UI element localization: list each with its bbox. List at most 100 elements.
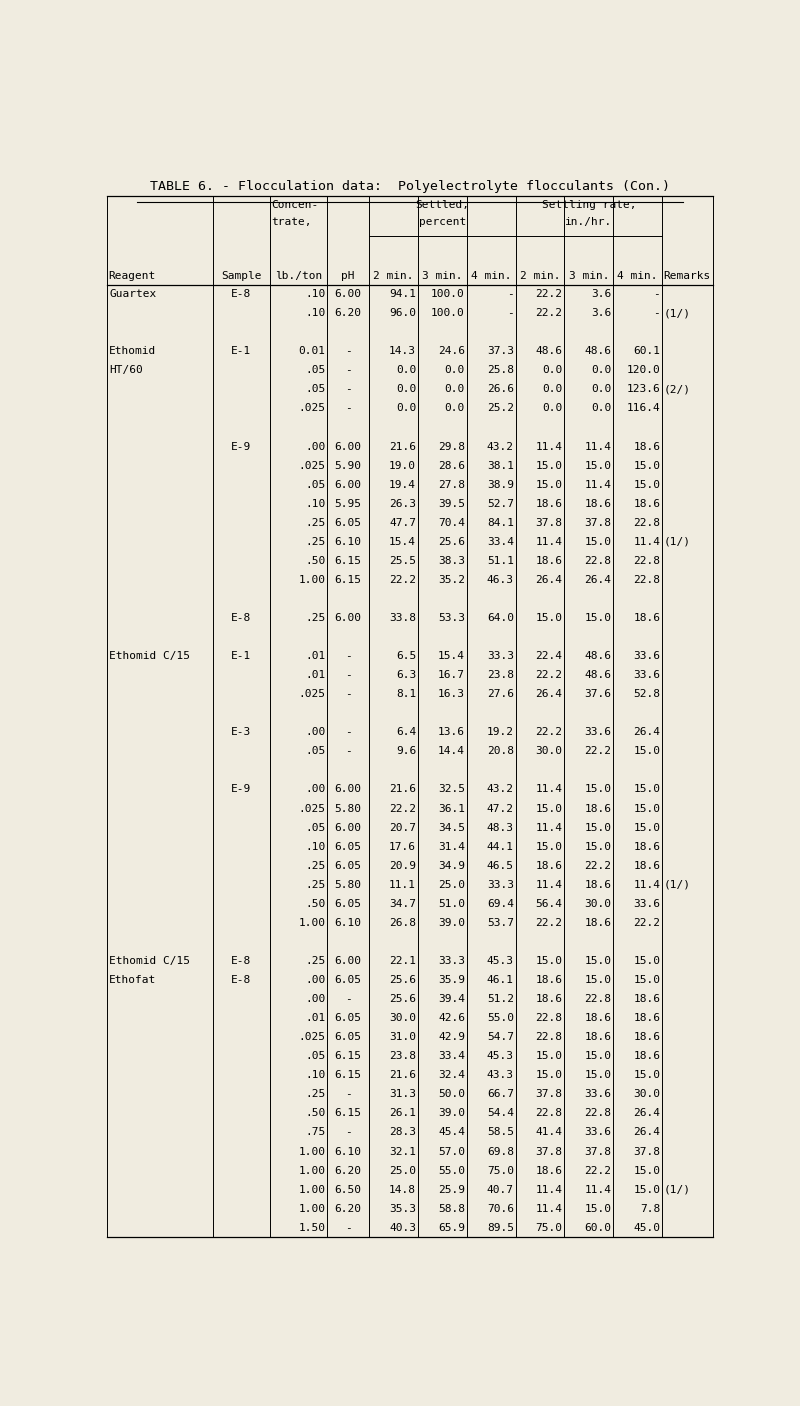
Text: 25.2: 25.2	[486, 404, 514, 413]
Text: 1.00: 1.00	[298, 1146, 326, 1157]
Text: 18.6: 18.6	[535, 1166, 562, 1175]
Text: 6.00: 6.00	[334, 441, 362, 451]
Text: 38.3: 38.3	[438, 555, 465, 565]
Text: 65.9: 65.9	[438, 1223, 465, 1233]
Text: 48.3: 48.3	[486, 823, 514, 832]
Text: Remarks: Remarks	[663, 271, 710, 281]
Text: 18.6: 18.6	[535, 994, 562, 1004]
Text: 66.7: 66.7	[486, 1090, 514, 1099]
Text: 13.6: 13.6	[438, 727, 465, 737]
Text: 6.3: 6.3	[396, 671, 416, 681]
Text: 6.4: 6.4	[396, 727, 416, 737]
Text: 22.8: 22.8	[535, 1032, 562, 1042]
Text: 96.0: 96.0	[389, 308, 416, 318]
Text: 116.4: 116.4	[626, 404, 660, 413]
Text: 15.0: 15.0	[584, 1204, 611, 1213]
Text: 15.0: 15.0	[634, 804, 660, 814]
Text: 15.0: 15.0	[634, 785, 660, 794]
Text: 58.5: 58.5	[486, 1128, 514, 1137]
Text: 51.0: 51.0	[438, 898, 465, 908]
Text: 33.8: 33.8	[389, 613, 416, 623]
Text: 1.50: 1.50	[298, 1223, 326, 1233]
Text: 15.0: 15.0	[535, 1052, 562, 1062]
Text: E-8: E-8	[231, 613, 251, 623]
Text: 31.0: 31.0	[389, 1032, 416, 1042]
Text: .50: .50	[305, 1108, 326, 1118]
Text: -: -	[507, 290, 514, 299]
Text: 94.1: 94.1	[389, 290, 416, 299]
Text: 75.0: 75.0	[486, 1166, 514, 1175]
Text: -: -	[345, 1223, 351, 1233]
Text: 33.3: 33.3	[486, 651, 514, 661]
Text: 57.0: 57.0	[438, 1146, 465, 1157]
Text: 6.00: 6.00	[334, 613, 362, 623]
Text: 26.4: 26.4	[634, 727, 660, 737]
Text: lb./ton: lb./ton	[275, 271, 322, 281]
Text: 18.6: 18.6	[584, 804, 611, 814]
Text: .25: .25	[305, 517, 326, 527]
Text: Sample: Sample	[221, 271, 262, 281]
Text: 46.1: 46.1	[486, 974, 514, 986]
Text: 11.4: 11.4	[584, 441, 611, 451]
Text: 11.4: 11.4	[535, 441, 562, 451]
Text: 5.95: 5.95	[334, 499, 362, 509]
Text: 15.0: 15.0	[535, 804, 562, 814]
Text: 30.0: 30.0	[535, 747, 562, 756]
Text: .01: .01	[305, 651, 326, 661]
Text: 26.3: 26.3	[389, 499, 416, 509]
Text: 70.4: 70.4	[438, 517, 465, 527]
Text: 11.4: 11.4	[535, 785, 562, 794]
Text: 30.0: 30.0	[389, 1014, 416, 1024]
Text: 26.4: 26.4	[634, 1108, 660, 1118]
Text: 20.9: 20.9	[389, 860, 416, 870]
Text: .75: .75	[305, 1128, 326, 1137]
Text: 51.2: 51.2	[486, 994, 514, 1004]
Text: 6.15: 6.15	[334, 555, 362, 565]
Text: 6.05: 6.05	[334, 842, 362, 852]
Text: 123.6: 123.6	[626, 384, 660, 394]
Text: 29.8: 29.8	[438, 441, 465, 451]
Text: 18.6: 18.6	[634, 842, 660, 852]
Text: .25: .25	[305, 537, 326, 547]
Text: 36.1: 36.1	[438, 804, 465, 814]
Text: 48.6: 48.6	[584, 651, 611, 661]
Text: 18.6: 18.6	[634, 1014, 660, 1024]
Text: 0.0: 0.0	[591, 384, 611, 394]
Text: 26.1: 26.1	[389, 1108, 416, 1118]
Text: 6.20: 6.20	[334, 1166, 362, 1175]
Text: .00: .00	[305, 994, 326, 1004]
Text: 52.7: 52.7	[486, 499, 514, 509]
Text: 69.4: 69.4	[486, 898, 514, 908]
Text: 100.0: 100.0	[431, 290, 465, 299]
Text: 14.4: 14.4	[438, 747, 465, 756]
Text: 5.80: 5.80	[334, 804, 362, 814]
Text: 45.0: 45.0	[634, 1223, 660, 1233]
Text: 26.4: 26.4	[584, 575, 611, 585]
Text: 60.0: 60.0	[584, 1223, 611, 1233]
Text: TABLE 6. - Flocculation data:  Polyelectrolyte flocculants (Con.): TABLE 6. - Flocculation data: Polyelectr…	[150, 180, 670, 193]
Text: 6.15: 6.15	[334, 1108, 362, 1118]
Text: 37.8: 37.8	[584, 517, 611, 527]
Text: 35.3: 35.3	[389, 1204, 416, 1213]
Text: 15.0: 15.0	[634, 956, 660, 966]
Text: 22.8: 22.8	[535, 1014, 562, 1024]
Text: 32.4: 32.4	[438, 1070, 465, 1080]
Text: -: -	[345, 366, 351, 375]
Text: .10: .10	[305, 499, 326, 509]
Text: 16.3: 16.3	[438, 689, 465, 699]
Text: 6.5: 6.5	[396, 651, 416, 661]
Text: 15.0: 15.0	[535, 613, 562, 623]
Text: 11.4: 11.4	[634, 537, 660, 547]
Text: 14.3: 14.3	[389, 346, 416, 356]
Text: 19.4: 19.4	[389, 479, 416, 489]
Text: 60.1: 60.1	[634, 346, 660, 356]
Text: 18.6: 18.6	[584, 918, 611, 928]
Text: 11.4: 11.4	[535, 537, 562, 547]
Text: 15.0: 15.0	[634, 1166, 660, 1175]
Text: Reagent: Reagent	[109, 271, 156, 281]
Text: 15.0: 15.0	[584, 785, 611, 794]
Text: 69.8: 69.8	[486, 1146, 514, 1157]
Text: 6.05: 6.05	[334, 898, 362, 908]
Text: 18.6: 18.6	[584, 1014, 611, 1024]
Text: E-9: E-9	[231, 441, 251, 451]
